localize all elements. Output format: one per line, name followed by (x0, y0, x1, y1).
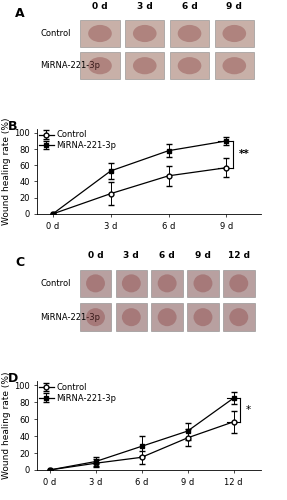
Text: 3 d: 3 d (123, 251, 139, 260)
Ellipse shape (178, 25, 201, 42)
Text: 0 d: 0 d (92, 2, 108, 11)
Bar (215, 20, 254, 46)
Text: 6 d: 6 d (159, 251, 175, 260)
Text: Control: Control (40, 279, 71, 288)
Ellipse shape (229, 308, 248, 326)
Legend: Control, MiRNA-221-3p: Control, MiRNA-221-3p (39, 383, 117, 402)
Legend: Control, MiRNA-221-3p: Control, MiRNA-221-3p (39, 130, 117, 150)
Ellipse shape (86, 308, 105, 326)
Bar (80, 20, 120, 46)
Ellipse shape (193, 308, 212, 326)
Bar (125, 52, 164, 79)
Text: **: ** (239, 150, 250, 160)
Ellipse shape (88, 25, 112, 42)
Bar (170, 20, 209, 46)
Ellipse shape (222, 25, 246, 42)
Bar (215, 52, 254, 79)
Bar (223, 270, 255, 297)
Bar (151, 270, 183, 297)
Text: 12 d: 12 d (228, 251, 250, 260)
Text: C: C (15, 256, 24, 268)
Bar (80, 270, 111, 297)
Ellipse shape (133, 25, 157, 42)
Text: MiRNA-221-3p: MiRNA-221-3p (40, 312, 100, 322)
Text: 0 d: 0 d (88, 251, 103, 260)
Bar (170, 52, 209, 79)
Y-axis label: Wound healing rate (%): Wound healing rate (%) (2, 372, 11, 480)
Text: D: D (8, 372, 18, 386)
Ellipse shape (158, 308, 177, 326)
Ellipse shape (193, 274, 212, 292)
Text: 9 d: 9 d (226, 2, 242, 11)
Bar (151, 304, 183, 331)
Bar (125, 20, 164, 46)
Text: 9 d: 9 d (195, 251, 211, 260)
Text: MiRNA-221-3p: MiRNA-221-3p (40, 61, 100, 70)
Text: *: * (246, 405, 251, 415)
Ellipse shape (222, 57, 246, 74)
Bar (187, 270, 219, 297)
Ellipse shape (86, 274, 105, 292)
Bar (223, 304, 255, 331)
Y-axis label: Wound healing rate (%): Wound healing rate (%) (2, 118, 11, 225)
Bar (116, 270, 147, 297)
Text: A: A (15, 7, 25, 20)
Text: B: B (8, 120, 18, 134)
Bar (116, 304, 147, 331)
Ellipse shape (88, 57, 112, 74)
Ellipse shape (229, 274, 248, 292)
Bar (80, 304, 111, 331)
Text: 6 d: 6 d (182, 2, 197, 11)
Ellipse shape (122, 274, 141, 292)
Ellipse shape (158, 274, 177, 292)
Ellipse shape (133, 57, 157, 74)
Bar (80, 52, 120, 79)
Text: 3 d: 3 d (137, 2, 153, 11)
Text: Control: Control (40, 29, 71, 38)
Ellipse shape (122, 308, 141, 326)
Bar (187, 304, 219, 331)
Ellipse shape (178, 57, 201, 74)
